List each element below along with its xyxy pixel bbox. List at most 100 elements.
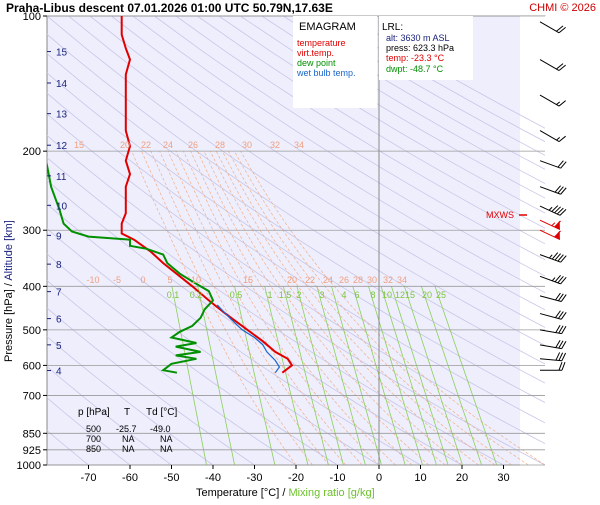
- dry-adiabat-label: 32: [270, 140, 280, 150]
- x-tick-label: -40: [205, 472, 221, 484]
- lrl-title: LRL:: [382, 22, 403, 33]
- mixing-ratio-label: 3: [319, 290, 324, 300]
- table-cell: -25.7: [116, 424, 137, 434]
- x-tick-label: -30: [247, 472, 263, 484]
- level-table: p [hPa] T Td [°C] 500 -25.7 -49.0 700 NA…: [78, 407, 177, 454]
- x-tick-label: 0: [376, 472, 382, 484]
- y-tick-label: 200: [23, 146, 41, 158]
- mixing-ratio-label: 1.5: [279, 290, 292, 300]
- mixing-ratio-label: 25: [436, 290, 446, 300]
- dry-adiabat-label: 22: [141, 140, 151, 150]
- mixing-ratio-label: 2: [296, 290, 301, 300]
- dry-adiabat-label: 34: [294, 140, 304, 150]
- altitude-tick-label: 12: [56, 141, 68, 152]
- y-axis-title: Pressure [hPa] / Altitude [km]: [3, 220, 15, 362]
- dry-adiabat-label: 15: [74, 140, 84, 150]
- y-axis-label: Pressure [hPa]: [3, 289, 15, 362]
- x-tick-label: -50: [164, 472, 180, 484]
- altitude-tick-label: 11: [56, 172, 67, 183]
- altitude-tick-label: 9: [56, 231, 62, 242]
- x-axis-separator: /: [279, 487, 288, 499]
- theta-label: 32: [383, 275, 393, 285]
- altitude-tick-label: 5: [56, 341, 62, 352]
- lrl-alt: alt: 3630 m ASL: [386, 33, 450, 43]
- mxws-label: MXWS: [486, 210, 514, 220]
- x-tick-label: 10: [414, 472, 426, 484]
- mixing-ratio-label: 20: [422, 290, 432, 300]
- theta-label: 22: [305, 275, 315, 285]
- legend-item-wet-bulb: wet bulb temp.: [296, 68, 356, 78]
- mixing-ratio-label: 0.5: [230, 290, 243, 300]
- y-axis-label-altitude: Altitude [km]: [3, 220, 15, 281]
- x-tick-label: -10: [330, 472, 346, 484]
- dry-adiabat-label: 30: [242, 140, 252, 150]
- table-header-td: Td [°C]: [146, 407, 177, 418]
- mixing-ratio-label: 6: [354, 290, 359, 300]
- x-tick-label: 30: [497, 472, 509, 484]
- y-tick-label: 300: [23, 225, 41, 237]
- theta-label: 15: [243, 275, 253, 285]
- theta-label: -5: [113, 275, 121, 285]
- x-axis-title: Temperature [°C] / Mixing ratio [g/kg]: [196, 487, 375, 499]
- altitude-tick-label: 10: [56, 201, 68, 212]
- table-header-t: T: [124, 407, 130, 418]
- table-cell: 500: [86, 424, 101, 434]
- altitude-tick-label: 8: [56, 260, 62, 271]
- altitude-tick-label: 14: [56, 79, 68, 90]
- table-cell: 700: [86, 434, 101, 444]
- legend-item-dew-point: dew point: [297, 58, 336, 68]
- theta-label: 20: [287, 275, 297, 285]
- legend-item-temperature: temperature: [297, 38, 346, 48]
- dry-adiabat-label: 20: [120, 140, 130, 150]
- theta-label: 5: [167, 275, 172, 285]
- theta-label: -10: [86, 275, 99, 285]
- mixing-ratio-label: 8: [370, 290, 375, 300]
- y-tick-label: 850: [23, 428, 41, 440]
- altitude-tick-label: 4: [56, 367, 62, 378]
- y-axis-separator: /: [3, 281, 15, 290]
- dry-adiabat-label: 28: [215, 140, 225, 150]
- y-tick-label: 400: [23, 281, 41, 293]
- table-cell: NA: [160, 444, 173, 454]
- y-tick-label: 925: [23, 445, 41, 457]
- copyright: CHMI © 2026: [529, 2, 596, 14]
- chart-title: Praha-Libus descent 07.01.2026 01:00 UTC…: [6, 1, 333, 15]
- y-tick-label: 700: [23, 390, 41, 402]
- mixing-ratio-label: 0.1: [167, 290, 180, 300]
- x-tick-label: -60: [122, 472, 138, 484]
- lrl-temp: temp: -23.3 °C: [386, 53, 445, 63]
- legend-title: EMAGRAM: [299, 21, 356, 33]
- x-tick-label: -20: [288, 472, 304, 484]
- table-cell: NA: [122, 434, 135, 444]
- mixing-ratio-label: 1: [267, 290, 272, 300]
- x-axis-label-mixing: Mixing ratio [g/kg]: [288, 487, 374, 499]
- wind-barb-column: [520, 16, 600, 486]
- x-tick-label: -70: [81, 472, 97, 484]
- theta-label: 34: [397, 275, 407, 285]
- altitude-tick-label: 15: [56, 48, 68, 59]
- theta-label: 26: [339, 275, 349, 285]
- y-tick-label: 600: [23, 360, 41, 372]
- mixing-ratio-label: 0.2: [190, 290, 203, 300]
- mixing-ratio-label: 4: [341, 290, 346, 300]
- mixing-ratio-label: 12: [395, 290, 405, 300]
- table-cell: NA: [122, 444, 135, 454]
- altitude-tick-label: 13: [56, 110, 68, 121]
- lrl-press: press: 623.3 hPa: [386, 43, 454, 53]
- mixing-ratio-label: 10: [382, 290, 392, 300]
- theta-label: 24: [323, 275, 333, 285]
- theta-label: 28: [353, 275, 363, 285]
- table-cell: NA: [160, 434, 173, 444]
- theta-label: 10: [191, 275, 201, 285]
- altitude-tick-label: 6: [56, 315, 62, 326]
- y-tick-label: 500: [23, 325, 41, 337]
- table-header-p: p [hPa]: [78, 407, 110, 418]
- dry-adiabat-label: 24: [163, 140, 173, 150]
- x-axis-label: Temperature [°C]: [196, 487, 279, 499]
- theta-label: 30: [367, 275, 377, 285]
- x-tick-label: 20: [456, 472, 468, 484]
- lrl-dwpt: dwpt: -48.7 °C: [386, 64, 444, 74]
- theta-label: 0: [140, 275, 145, 285]
